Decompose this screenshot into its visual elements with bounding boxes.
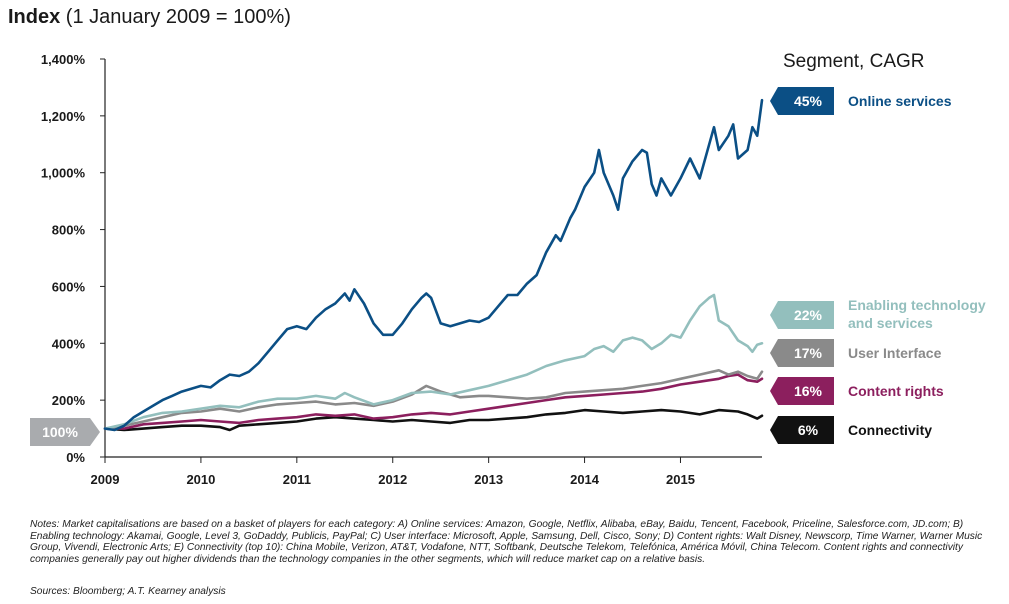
series-line-connectivity (103, 408, 764, 432)
y-tick-label: 200% (52, 393, 86, 408)
cagr-badge (770, 377, 834, 405)
cagr-badge (770, 339, 834, 367)
start-badge-label: 100% (42, 424, 78, 440)
cagr-badge-label: 16% (794, 383, 823, 399)
series-line-user-interface (103, 369, 764, 430)
x-tick-label: 2013 (474, 472, 503, 487)
series-line-content-rights (103, 373, 764, 430)
series-label: User Interface (848, 345, 942, 361)
series-line-enabling-technology-and-services (103, 293, 764, 430)
cagr-badge (770, 301, 834, 329)
chart-title-bold: Index (8, 6, 61, 28)
x-tick-label: 2015 (666, 472, 695, 487)
cagr-badge-label: 17% (794, 345, 823, 361)
cagr-badge (770, 87, 834, 115)
start-badge (30, 418, 100, 446)
chart-title-rest: (1 January 2009 = 100%) (60, 6, 291, 28)
x-tick-label: 2011 (283, 472, 311, 487)
y-tick-label: 1,200% (41, 109, 86, 124)
x-tick-label: 2012 (378, 472, 407, 487)
series-label: Content rights (848, 383, 944, 399)
series-label: Enabling technology and services (848, 297, 986, 331)
y-tick-label: 1,400% (41, 52, 86, 67)
line-chart: 0% 200% 400% 600% 800% 1,000% 1,200% 1,400% 2009… (30, 51, 986, 487)
y-tick-label: 800% (52, 223, 86, 238)
series-label: Online services (848, 93, 952, 109)
legend-title: Segment, CAGR (783, 51, 925, 72)
x-tick-label: 2010 (186, 472, 215, 487)
cagr-badge-label: 22% (794, 307, 823, 323)
cagr-badge-label: 45% (794, 93, 823, 109)
chart-notes: Notes: Market capitalisations are based … (30, 519, 983, 565)
series-label: Connectivity (848, 422, 932, 438)
y-tick-label: 600% (52, 279, 86, 294)
x-tick-label: 2014 (570, 472, 600, 487)
y-tick-label: 400% (52, 336, 86, 351)
chart-title: Index (1 January 2009 = 100%) (8, 6, 291, 29)
series-line-online-services (103, 98, 764, 432)
y-tick-label: 1,000% (41, 166, 86, 181)
x-tick-label: 2009 (91, 472, 120, 487)
y-tick-label: 0% (66, 450, 85, 465)
cagr-badge-label: 6% (798, 422, 819, 438)
chart-sources: Sources: Bloomberg; A.T. Kearney analysi… (30, 586, 226, 597)
cagr-badge (770, 416, 834, 444)
